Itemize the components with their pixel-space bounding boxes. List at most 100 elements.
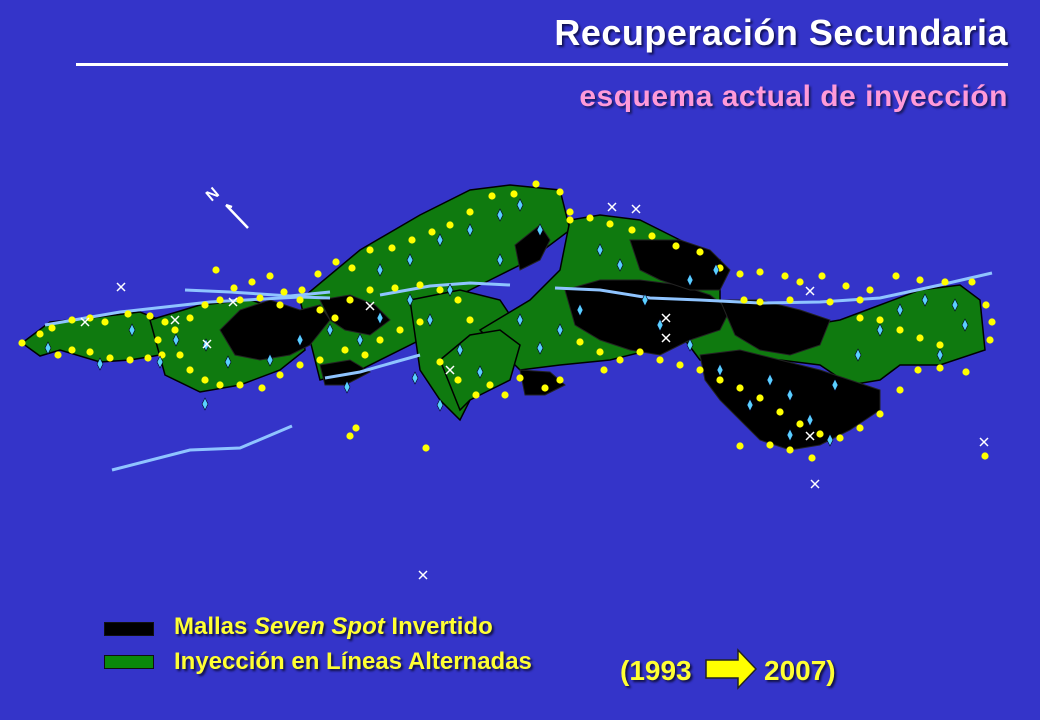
producer-well-72 <box>454 376 462 384</box>
producer-well-112 <box>856 424 864 432</box>
abandoned-well-14 <box>80 317 90 327</box>
producer-well-5 <box>101 318 109 326</box>
producer-well-16 <box>54 351 62 359</box>
period-start: (1993 <box>620 655 692 686</box>
producer-well-104 <box>696 366 704 374</box>
producer-well-119 <box>988 318 996 326</box>
producer-well-47 <box>446 221 454 229</box>
fault-line-5 <box>111 424 293 472</box>
injector-markers <box>44 198 969 447</box>
producer-well-2 <box>48 324 56 332</box>
injector-well-21 <box>496 253 504 267</box>
producer-well-31 <box>436 286 444 294</box>
seven-spot-mesh-3 <box>629 239 731 291</box>
injector-well-4 <box>172 333 180 347</box>
injector-well-54 <box>343 380 351 394</box>
injector-well-13 <box>426 313 434 327</box>
injector-well-52 <box>826 433 834 447</box>
injector-well-32 <box>616 258 624 272</box>
injector-well-23 <box>456 343 464 357</box>
injector-well-40 <box>766 373 774 387</box>
producer-well-85 <box>696 248 704 256</box>
legend-alternating-label: Inyección en Líneas Alternadas <box>174 648 532 675</box>
producer-well-132 <box>808 454 816 462</box>
producer-well-40 <box>314 270 322 278</box>
injector-well-9 <box>326 323 334 337</box>
producer-well-109 <box>796 420 804 428</box>
injector-well-20 <box>516 198 524 212</box>
seven-spot-mesh-7 <box>519 369 566 396</box>
producer-well-136 <box>786 446 794 454</box>
abandoned-well-9 <box>805 286 815 296</box>
producer-well-57 <box>216 381 224 389</box>
producer-well-3 <box>68 316 76 324</box>
producer-well-21 <box>236 296 244 304</box>
abandoned-well-4 <box>365 301 375 311</box>
producer-well-28 <box>366 286 374 294</box>
producer-well-44 <box>388 244 396 252</box>
producer-well-75 <box>501 391 509 399</box>
abandoned-well-1 <box>170 315 180 325</box>
producer-well-51 <box>532 180 540 188</box>
producer-well-123 <box>786 296 794 304</box>
producer-well-25 <box>316 306 324 314</box>
injector-well-39 <box>746 398 754 412</box>
producer-well-87 <box>736 270 744 278</box>
producer-well-9 <box>154 336 162 344</box>
producer-well-38 <box>280 288 288 296</box>
producer-well-107 <box>756 394 764 402</box>
injector-well-1 <box>96 357 104 371</box>
seven-spot-mesh-6 <box>514 224 551 271</box>
injector-well-11 <box>376 311 384 325</box>
producer-well-113 <box>876 410 884 418</box>
producer-well-37 <box>266 272 274 280</box>
producer-well-11 <box>144 354 152 362</box>
producer-well-81 <box>606 220 614 228</box>
injector-well-46 <box>896 303 904 317</box>
producer-well-124 <box>826 298 834 306</box>
fault-line-3 <box>324 353 421 380</box>
north-arrow: N <box>203 185 249 229</box>
abandoned-well-13 <box>418 570 428 580</box>
injector-well-43 <box>831 378 839 392</box>
producer-well-36 <box>248 278 256 286</box>
injector-well-33 <box>641 293 649 307</box>
producer-well-23 <box>276 301 284 309</box>
injector-well-26 <box>411 371 419 385</box>
producer-well-115 <box>914 366 922 374</box>
injector-well-30 <box>576 303 584 317</box>
producer-well-15 <box>68 346 76 354</box>
producer-well-39 <box>298 286 306 294</box>
producer-well-131 <box>600 366 608 374</box>
producer-well-68 <box>346 432 354 440</box>
producer-well-67 <box>416 318 424 326</box>
abandoned-well-7 <box>661 313 671 323</box>
producer-well-127 <box>876 316 884 324</box>
injector-well-31 <box>596 243 604 257</box>
title-divider <box>76 63 1008 66</box>
injector-well-12 <box>406 293 414 307</box>
producer-well-101 <box>636 348 644 356</box>
fault-line-1 <box>184 288 331 298</box>
injector-well-35 <box>686 273 694 287</box>
injector-well-25 <box>436 398 444 412</box>
producer-well-73 <box>472 391 480 399</box>
producer-well-32 <box>454 296 462 304</box>
producer-well-18 <box>186 314 194 322</box>
producer-well-78 <box>556 376 564 384</box>
injector-well-15 <box>376 263 384 277</box>
abandoned-well-5 <box>607 202 617 212</box>
producer-well-8 <box>161 318 169 326</box>
seven-spot-mesh-1 <box>319 294 391 336</box>
producer-well-34 <box>212 266 220 274</box>
injector-well-28 <box>536 341 544 355</box>
slide-subtitle: esquema actual de inyección <box>579 80 1008 113</box>
producer-well-66 <box>396 326 404 334</box>
producer-well-91 <box>818 272 826 280</box>
producer-well-49 <box>488 192 496 200</box>
injector-well-18 <box>466 223 474 237</box>
injection-map: N <box>18 180 996 580</box>
producer-well-29 <box>391 284 399 292</box>
producer-well-92 <box>842 282 850 290</box>
injector-well-14 <box>446 283 454 297</box>
